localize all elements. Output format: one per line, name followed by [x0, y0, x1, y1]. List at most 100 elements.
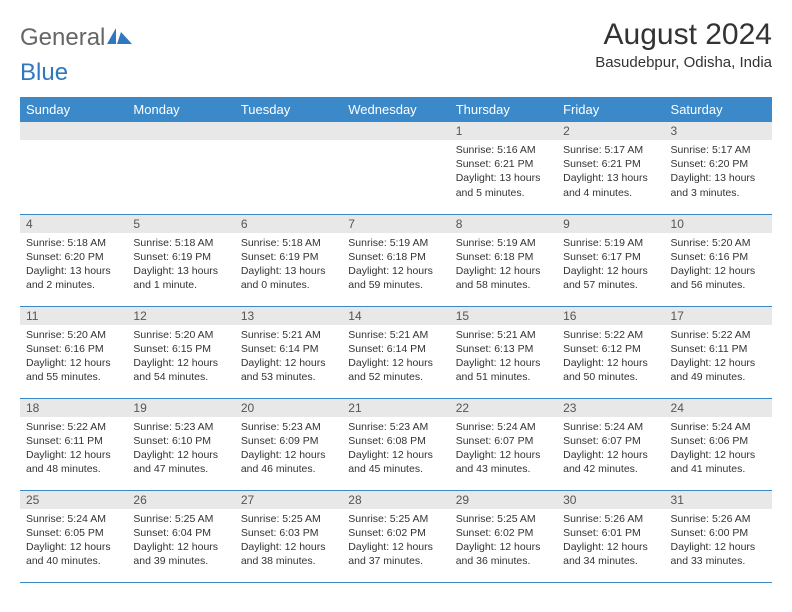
brand-text-blue: Blue — [20, 59, 68, 86]
day-detail: Sunrise: 5:17 AMSunset: 6:21 PMDaylight:… — [557, 140, 664, 204]
calendar-day-cell: 5Sunrise: 5:18 AMSunset: 6:19 PMDaylight… — [127, 214, 234, 306]
day-detail: Sunrise: 5:20 AMSunset: 6:16 PMDaylight:… — [665, 233, 772, 297]
calendar-day-cell: 7Sunrise: 5:19 AMSunset: 6:18 PMDaylight… — [342, 214, 449, 306]
empty-day — [127, 122, 234, 140]
day-number: 28 — [342, 491, 449, 509]
day-detail: Sunrise: 5:24 AMSunset: 6:07 PMDaylight:… — [557, 417, 664, 481]
day-detail: Sunrise: 5:20 AMSunset: 6:15 PMDaylight:… — [127, 325, 234, 389]
day-detail: Sunrise: 5:24 AMSunset: 6:06 PMDaylight:… — [665, 417, 772, 481]
day-header: Monday — [127, 97, 234, 122]
day-detail: Sunrise: 5:25 AMSunset: 6:03 PMDaylight:… — [235, 509, 342, 573]
day-detail: Sunrise: 5:16 AMSunset: 6:21 PMDaylight:… — [450, 140, 557, 204]
day-number: 30 — [557, 491, 664, 509]
day-number: 10 — [665, 215, 772, 233]
brand-text-general: General — [20, 24, 105, 52]
day-number: 29 — [450, 491, 557, 509]
day-number: 24 — [665, 399, 772, 417]
day-number: 23 — [557, 399, 664, 417]
day-number: 22 — [450, 399, 557, 417]
calendar-day-cell: 13Sunrise: 5:21 AMSunset: 6:14 PMDayligh… — [235, 306, 342, 398]
calendar-page: General August 2024 Basudebpur, Odisha, … — [0, 0, 792, 593]
calendar-week-row: 1Sunrise: 5:16 AMSunset: 6:21 PMDaylight… — [20, 122, 772, 214]
calendar-day-cell: 11Sunrise: 5:20 AMSunset: 6:16 PMDayligh… — [20, 306, 127, 398]
day-detail: Sunrise: 5:26 AMSunset: 6:00 PMDaylight:… — [665, 509, 772, 573]
empty-day — [342, 122, 449, 140]
day-detail: Sunrise: 5:25 AMSunset: 6:02 PMDaylight:… — [342, 509, 449, 573]
day-number: 3 — [665, 122, 772, 140]
calendar-day-cell: 15Sunrise: 5:21 AMSunset: 6:13 PMDayligh… — [450, 306, 557, 398]
day-detail: Sunrise: 5:21 AMSunset: 6:14 PMDaylight:… — [342, 325, 449, 389]
brand-triangle-icon — [107, 27, 133, 50]
empty-day — [20, 122, 127, 140]
location-label: Basudebpur, Odisha, India — [595, 54, 772, 71]
calendar-day-cell: 3Sunrise: 5:17 AMSunset: 6:20 PMDaylight… — [665, 122, 772, 214]
calendar-day-cell: 1Sunrise: 5:16 AMSunset: 6:21 PMDaylight… — [450, 122, 557, 214]
day-number: 16 — [557, 307, 664, 325]
day-detail: Sunrise: 5:19 AMSunset: 6:17 PMDaylight:… — [557, 233, 664, 297]
month-title: August 2024 — [595, 18, 772, 52]
calendar-week-row: 11Sunrise: 5:20 AMSunset: 6:16 PMDayligh… — [20, 306, 772, 398]
calendar-day-cell: 9Sunrise: 5:19 AMSunset: 6:17 PMDaylight… — [557, 214, 664, 306]
day-detail: Sunrise: 5:23 AMSunset: 6:10 PMDaylight:… — [127, 417, 234, 481]
calendar-day-cell: 17Sunrise: 5:22 AMSunset: 6:11 PMDayligh… — [665, 306, 772, 398]
day-header: Thursday — [450, 97, 557, 122]
calendar-day-cell: 25Sunrise: 5:24 AMSunset: 6:05 PMDayligh… — [20, 490, 127, 582]
day-number: 17 — [665, 307, 772, 325]
calendar-day-cell: 20Sunrise: 5:23 AMSunset: 6:09 PMDayligh… — [235, 398, 342, 490]
day-number: 27 — [235, 491, 342, 509]
day-number: 20 — [235, 399, 342, 417]
calendar-week-row: 4Sunrise: 5:18 AMSunset: 6:20 PMDaylight… — [20, 214, 772, 306]
day-number: 11 — [20, 307, 127, 325]
calendar-week-row: 25Sunrise: 5:24 AMSunset: 6:05 PMDayligh… — [20, 490, 772, 582]
day-detail: Sunrise: 5:23 AMSunset: 6:09 PMDaylight:… — [235, 417, 342, 481]
day-detail: Sunrise: 5:22 AMSunset: 6:11 PMDaylight:… — [20, 417, 127, 481]
day-header: Friday — [557, 97, 664, 122]
calendar-day-cell: 31Sunrise: 5:26 AMSunset: 6:00 PMDayligh… — [665, 490, 772, 582]
day-number: 7 — [342, 215, 449, 233]
day-number: 12 — [127, 307, 234, 325]
calendar-day-cell: 6Sunrise: 5:18 AMSunset: 6:19 PMDaylight… — [235, 214, 342, 306]
day-number: 15 — [450, 307, 557, 325]
calendar-head: SundayMondayTuesdayWednesdayThursdayFrid… — [20, 97, 772, 122]
calendar-day-cell — [342, 122, 449, 214]
calendar-day-cell: 23Sunrise: 5:24 AMSunset: 6:07 PMDayligh… — [557, 398, 664, 490]
day-number: 1 — [450, 122, 557, 140]
day-number: 2 — [557, 122, 664, 140]
calendar-day-cell: 29Sunrise: 5:25 AMSunset: 6:02 PMDayligh… — [450, 490, 557, 582]
calendar-day-cell: 22Sunrise: 5:24 AMSunset: 6:07 PMDayligh… — [450, 398, 557, 490]
day-detail: Sunrise: 5:19 AMSunset: 6:18 PMDaylight:… — [342, 233, 449, 297]
day-detail: Sunrise: 5:25 AMSunset: 6:04 PMDaylight:… — [127, 509, 234, 573]
calendar-day-cell: 21Sunrise: 5:23 AMSunset: 6:08 PMDayligh… — [342, 398, 449, 490]
calendar-day-cell: 14Sunrise: 5:21 AMSunset: 6:14 PMDayligh… — [342, 306, 449, 398]
day-detail: Sunrise: 5:18 AMSunset: 6:20 PMDaylight:… — [20, 233, 127, 297]
calendar-day-cell — [127, 122, 234, 214]
calendar-day-cell: 26Sunrise: 5:25 AMSunset: 6:04 PMDayligh… — [127, 490, 234, 582]
day-number: 25 — [20, 491, 127, 509]
calendar-day-cell: 24Sunrise: 5:24 AMSunset: 6:06 PMDayligh… — [665, 398, 772, 490]
calendar-day-cell: 16Sunrise: 5:22 AMSunset: 6:12 PMDayligh… — [557, 306, 664, 398]
brand-logo: General — [20, 24, 135, 52]
title-block: August 2024 Basudebpur, Odisha, India — [595, 18, 772, 71]
day-number: 13 — [235, 307, 342, 325]
day-detail: Sunrise: 5:24 AMSunset: 6:05 PMDaylight:… — [20, 509, 127, 573]
day-detail: Sunrise: 5:26 AMSunset: 6:01 PMDaylight:… — [557, 509, 664, 573]
day-number: 21 — [342, 399, 449, 417]
day-detail: Sunrise: 5:24 AMSunset: 6:07 PMDaylight:… — [450, 417, 557, 481]
day-detail: Sunrise: 5:21 AMSunset: 6:14 PMDaylight:… — [235, 325, 342, 389]
calendar-day-cell: 12Sunrise: 5:20 AMSunset: 6:15 PMDayligh… — [127, 306, 234, 398]
day-number: 18 — [20, 399, 127, 417]
calendar-day-cell — [235, 122, 342, 214]
calendar-week-row: 18Sunrise: 5:22 AMSunset: 6:11 PMDayligh… — [20, 398, 772, 490]
day-number: 31 — [665, 491, 772, 509]
day-detail: Sunrise: 5:22 AMSunset: 6:12 PMDaylight:… — [557, 325, 664, 389]
calendar-day-cell: 27Sunrise: 5:25 AMSunset: 6:03 PMDayligh… — [235, 490, 342, 582]
day-number: 5 — [127, 215, 234, 233]
calendar-body: 1Sunrise: 5:16 AMSunset: 6:21 PMDaylight… — [20, 122, 772, 582]
calendar-day-cell: 8Sunrise: 5:19 AMSunset: 6:18 PMDaylight… — [450, 214, 557, 306]
day-detail: Sunrise: 5:19 AMSunset: 6:18 PMDaylight:… — [450, 233, 557, 297]
day-detail: Sunrise: 5:18 AMSunset: 6:19 PMDaylight:… — [127, 233, 234, 297]
calendar-day-cell: 18Sunrise: 5:22 AMSunset: 6:11 PMDayligh… — [20, 398, 127, 490]
day-detail: Sunrise: 5:18 AMSunset: 6:19 PMDaylight:… — [235, 233, 342, 297]
day-number: 6 — [235, 215, 342, 233]
day-number: 4 — [20, 215, 127, 233]
